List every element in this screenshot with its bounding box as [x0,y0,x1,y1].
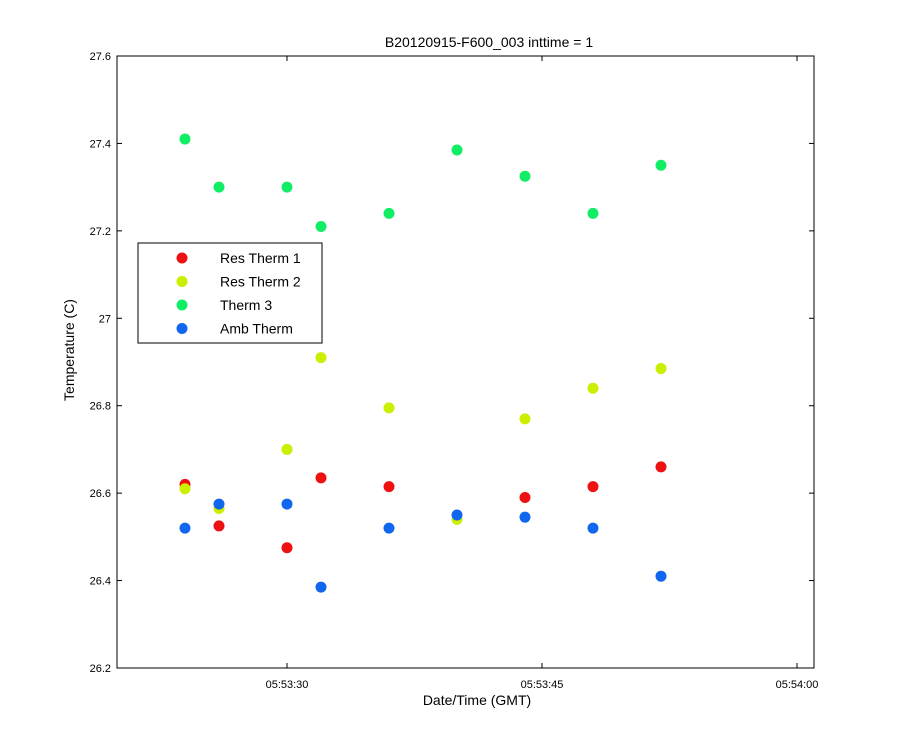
point-res-therm-1 [519,492,531,504]
point-therm-3 [519,170,531,182]
point-res-therm-1 [383,481,395,493]
legend-marker-amb-therm [176,323,188,334]
legend-label-res-therm-1: Res Therm 1 [220,250,301,266]
point-res-therm-2 [383,402,395,414]
chart-title: B20120915-F600_003 inttime = 1 [385,34,593,50]
point-therm-3 [451,144,463,156]
point-amb-therm [655,570,667,582]
point-therm-3 [383,207,395,219]
y-axis: 26.2 26.4 26.6 26.8 27 27.2 27.4 27.6 [90,51,814,675]
point-res-therm-2 [587,382,599,394]
point-amb-therm [179,522,191,534]
y-tick-label: 27 [99,313,111,325]
x-tick-label: 05:54:00 [776,679,819,691]
point-res-therm-2 [519,413,531,425]
y-tick-label: 27.6 [90,51,111,63]
y-tick-label: 26.8 [90,401,111,413]
point-therm-3 [179,133,191,145]
y-tick-label: 26.6 [90,488,111,500]
legend-label-res-therm-2: Res Therm 2 [220,274,301,290]
legend-box [137,242,323,344]
x-tick-label: 05:53:45 [521,679,564,691]
y-tick-label: 27.2 [90,226,111,238]
data-points [179,133,667,593]
point-res-therm-2 [655,363,667,375]
point-res-therm-2 [179,483,191,495]
point-res-therm-1 [281,542,293,554]
point-amb-therm [383,522,395,534]
legend: Res Therm 1 Res Therm 2 Therm 3 Amb Therm [137,242,323,344]
point-res-therm-1 [315,472,327,484]
point-res-therm-2 [281,443,293,455]
point-res-therm-1 [587,481,599,493]
y-tick-label: 26.4 [90,576,111,588]
y-tick-label: 26.2 [90,663,111,675]
point-res-therm-1 [213,520,225,532]
point-therm-3 [281,181,293,193]
x-tick-label: 05:53:30 [266,679,309,691]
y-axis-label: Temperature (C) [61,299,77,401]
plot-area [116,55,815,669]
point-amb-therm [213,498,225,510]
x-axis: 05:53:30 05:53:45 05:54:00 [266,56,819,691]
point-therm-3 [655,159,667,171]
point-therm-3 [315,220,327,232]
x-axis-label: Date/Time (GMT) [423,692,531,708]
point-therm-3 [587,207,599,219]
legend-marker-res-therm-2 [176,276,188,287]
point-amb-therm [587,522,599,534]
point-therm-3 [213,181,225,193]
point-amb-therm [315,581,327,593]
legend-label-amb-therm: Amb Therm [220,321,293,337]
legend-marker-res-therm-1 [176,252,188,264]
point-res-therm-1 [655,461,667,473]
point-res-therm-2 [315,352,327,364]
legend-label-therm-3: Therm 3 [220,297,272,313]
y-tick-label: 27.4 [90,138,111,150]
point-amb-therm [519,511,531,523]
point-amb-therm [451,509,463,521]
point-amb-therm [281,498,293,510]
legend-marker-therm-3 [176,299,188,311]
